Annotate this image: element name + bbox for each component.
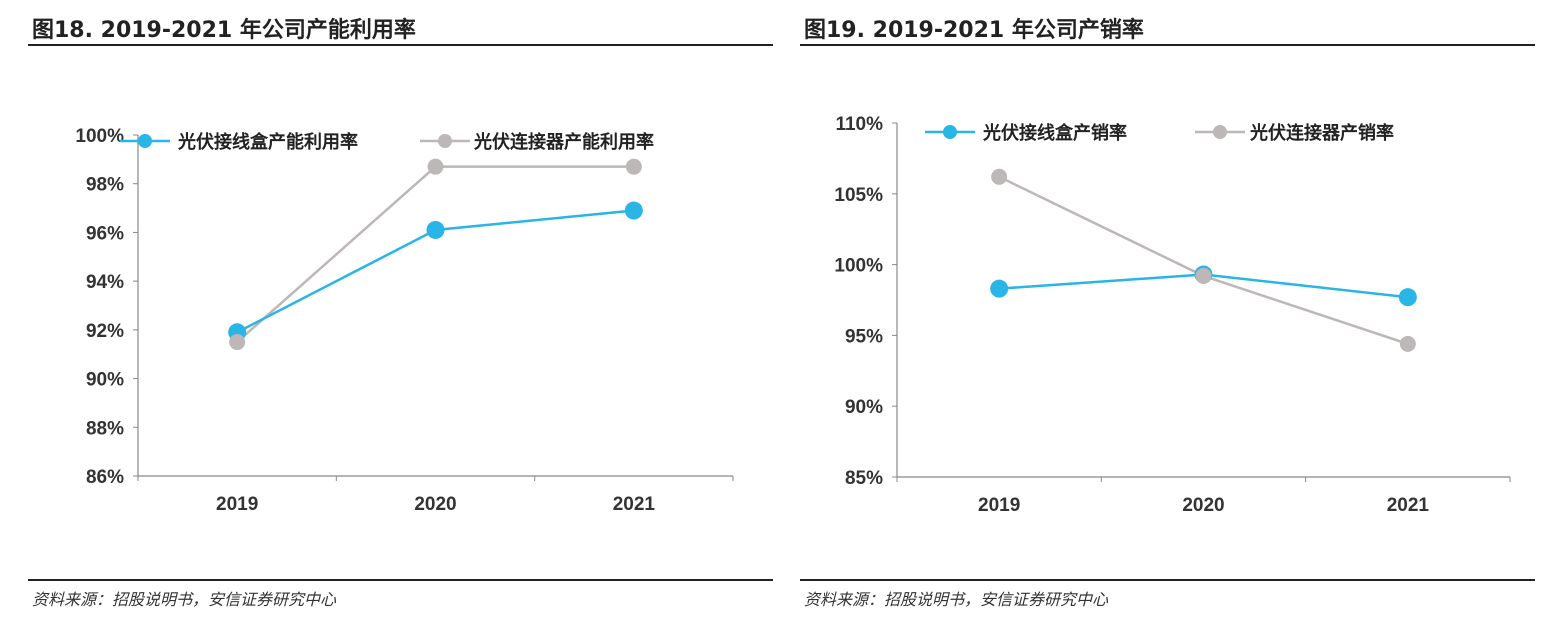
data-point [625,158,642,175]
y-tick-label: 105% [834,185,883,206]
x-tick-label: 2020 [1182,495,1224,516]
data-point [427,158,444,175]
source-divider [800,579,1535,581]
series-line [236,165,634,343]
legend-label: 光伏连接器产能利用率 [473,131,654,152]
line-chart-sales-ratio: 85% 90% 95% 100% 105% 110% 2019 2020 2021 光伏接线盒产销… [834,114,1511,516]
data-point [990,279,1009,298]
legend-swatch-marker [438,134,452,148]
source-note: 资料来源：招股说明书，安信证券研究中心 [804,590,1109,609]
y-tick-label: 86% [86,467,124,488]
source-divider [28,579,773,581]
y-tick-label: 95% [845,326,883,347]
data-point [426,220,445,239]
legend-swatch-marker [943,125,957,139]
x-tick-label: 2021 [1387,495,1430,516]
x-tick-label: 2020 [414,494,456,515]
y-tick-label: 98% [86,175,124,196]
y-tick-label: 96% [86,223,124,244]
title-divider [28,44,773,46]
legend-swatch-marker [1213,125,1227,139]
legend-label: 光伏接线盒产能利用率 [177,131,358,152]
data-point [1399,335,1416,352]
y-tick-label: 90% [86,370,124,391]
line-chart-capacity-utilization: 86% 88% 90% 92% 94% 96% 98% 100% 2019 2020 2021 光伏接… [75,126,734,515]
chart-panel-capacity: 图18. 2019-2021 年公司产能利用率 86% 88% 90% 92% 94% 9… [28,0,773,618]
data-point [1195,267,1212,284]
y-tick-label: 94% [86,272,124,293]
data-point [229,334,246,351]
title-divider [800,44,1535,46]
y-tick-label: 100% [834,256,883,277]
data-point [1398,288,1417,307]
data-point [991,168,1008,185]
x-tick-label: 2019 [216,494,258,515]
y-tick-label: 100% [75,126,124,147]
legend-swatch-marker [138,134,152,148]
y-tick-label: 90% [845,397,883,418]
series-line [998,175,1409,346]
x-tick-label: 2021 [613,494,656,515]
source-note: 资料来源：招股说明书，安信证券研究中心 [32,590,337,609]
chart-panel-sales: 图19. 2019-2021 年公司产销率 85% 90% 95% 100% 105% 1… [800,0,1535,618]
legend-label: 光伏接线盒产销率 [982,122,1127,143]
data-point [624,201,643,220]
x-tick-label: 2019 [978,495,1020,516]
y-tick-label: 92% [86,321,124,342]
y-tick-label: 85% [845,468,883,489]
legend-label: 光伏连接器产销率 [1249,122,1394,143]
chart-title: 图18. 2019-2021 年公司产能利用率 [32,18,416,43]
chart-title: 图19. 2019-2021 年公司产销率 [804,18,1144,43]
y-tick-label: 110% [835,114,883,135]
y-tick-label: 88% [86,418,124,439]
